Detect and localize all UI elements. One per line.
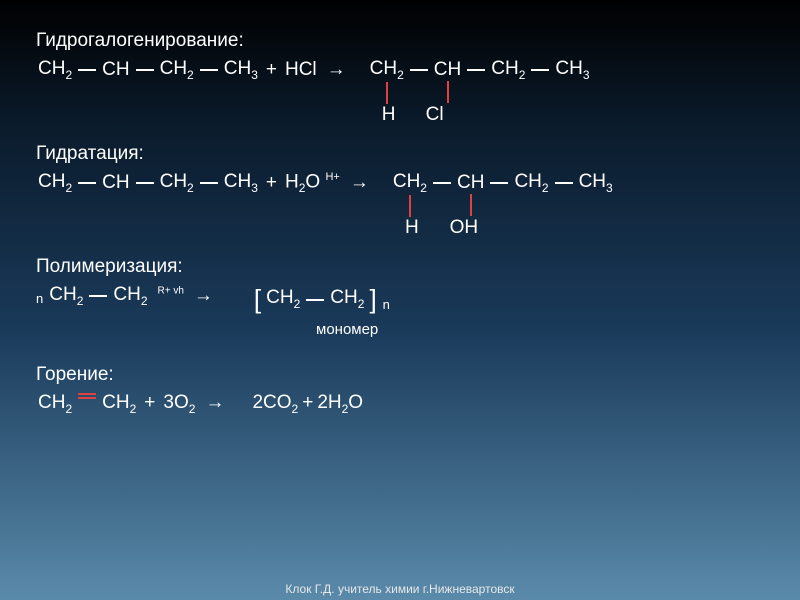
- plus: +: [266, 172, 277, 195]
- arrow: →: [350, 172, 369, 195]
- group: CH3: [222, 58, 260, 82]
- group: CH2: [111, 284, 149, 308]
- rhs: CH2 CH CH2 CH3 H OH: [391, 171, 615, 240]
- single-bond: [89, 295, 107, 297]
- lhs: CH2 CH CH2 CH3 + HCl →: [36, 58, 354, 82]
- group: 3O2: [161, 392, 197, 416]
- sub-h: H: [368, 104, 410, 127]
- section-hydrohalogenation: Гидрогалогенирование: CH2 CH CH2 CH3 + H…: [36, 30, 764, 127]
- single-bond: [136, 69, 154, 71]
- title-hydration: Гидратация:: [36, 143, 764, 165]
- title-hydrohalogenation: Гидрогалогенирование:: [36, 30, 764, 52]
- group: CH2: [158, 171, 196, 195]
- group: CH2: [512, 171, 550, 195]
- sub-oh: OH: [433, 217, 495, 240]
- single-bond: [555, 182, 573, 184]
- plus: +: [144, 392, 155, 415]
- group: CH2: [391, 171, 429, 195]
- sub-cl: Cl: [410, 104, 460, 127]
- bond-down: [447, 81, 449, 103]
- rhs: CH2 CH CH2 CH3 H Cl: [368, 58, 592, 127]
- group: CH2: [489, 58, 527, 82]
- group: CH: [100, 59, 131, 82]
- lhs: n CH2 CH2 R+ vh →: [36, 284, 221, 308]
- group: CH2: [368, 58, 406, 82]
- substituents: H OH: [391, 217, 495, 240]
- group: CH2: [47, 284, 85, 308]
- group: CH3: [222, 171, 260, 195]
- section-polymerization: Полимеризация: n CH2 CH2 R+ vh → [ CH2 C…: [36, 256, 764, 338]
- group: CH2: [100, 392, 138, 416]
- group: CH2: [36, 171, 74, 195]
- equation-hydrohalogenation: CH2 CH CH2 CH3 + HCl → CH2 CH CH2: [36, 58, 764, 127]
- group: CH2: [36, 58, 74, 82]
- group: CH2: [36, 392, 74, 416]
- group: 2H2O: [315, 392, 365, 416]
- reagent: H2O H+: [283, 171, 342, 196]
- bond-down: [386, 82, 388, 104]
- sub-h: H: [391, 217, 433, 240]
- footer-credit: Клок Г.Д. учитель химии г.Нижневартовск: [0, 582, 800, 596]
- single-bond: [410, 69, 428, 71]
- single-bond: [306, 299, 324, 301]
- reagent: HCl: [283, 59, 319, 82]
- product-chain: CH2 CH CH2 CH3: [368, 58, 592, 82]
- slide-content: Гидрогалогенирование: CH2 CH CH2 CH3 + H…: [0, 0, 800, 442]
- single-bond: [531, 69, 549, 71]
- group: 2CO2: [250, 392, 300, 416]
- double-bond: [78, 392, 96, 400]
- rhs: [ CH2 CH2 ] n: [251, 284, 390, 315]
- title-polymerization: Полимеризация:: [36, 256, 764, 278]
- single-bond: [200, 69, 218, 71]
- group: CH2: [158, 58, 196, 82]
- group: CH: [455, 172, 486, 195]
- group: CH3: [577, 171, 615, 195]
- single-bond: [467, 69, 485, 71]
- single-bond: [490, 182, 508, 184]
- bond-down: [409, 195, 411, 217]
- group: CH3: [553, 58, 591, 82]
- poly-n: n: [380, 287, 390, 313]
- monomer-label: мономер: [316, 321, 764, 338]
- plus: +: [302, 392, 313, 415]
- substituents: H Cl: [368, 104, 460, 127]
- equation-polymerization: n CH2 CH2 R+ vh → [ CH2 CH2 ] n: [36, 284, 764, 315]
- equation-hydration: CH2 CH CH2 CH3 + H2O H+ → CH2 CH CH2: [36, 171, 764, 240]
- group: CH: [100, 172, 131, 195]
- equation-combustion: CH2 CH2 + 3O2 → 2CO2 + 2H2O: [36, 392, 764, 416]
- bond-down: [470, 194, 472, 216]
- arrow: →: [327, 59, 346, 82]
- arrow: →: [205, 392, 224, 415]
- section-combustion: Горение: CH2 CH2 + 3O2 → 2CO2 + 2H2O: [36, 364, 764, 416]
- single-bond: [136, 182, 154, 184]
- arrow: →: [194, 285, 213, 308]
- product-chain: CH2 CH CH2 CH3: [391, 171, 615, 195]
- bracket-open: [: [254, 284, 261, 315]
- bracket-close: ]: [369, 284, 376, 315]
- lhs: CH2 CH CH2 CH3 + H2O H+ →: [36, 171, 377, 196]
- section-hydration: Гидратация: CH2 CH CH2 CH3 + H2O H+ → CH…: [36, 143, 764, 240]
- single-bond: [433, 182, 451, 184]
- title-combustion: Горение:: [36, 364, 764, 386]
- catalyst: H+: [325, 171, 339, 183]
- group: CH: [432, 59, 463, 82]
- catalyst: R+ vh: [150, 285, 186, 308]
- coeff-n: n: [36, 285, 47, 307]
- group: CH2: [328, 287, 366, 311]
- single-bond: [200, 182, 218, 184]
- single-bond: [78, 69, 96, 71]
- single-bond: [78, 182, 96, 184]
- plus: +: [266, 59, 277, 82]
- group: CH2: [264, 287, 302, 311]
